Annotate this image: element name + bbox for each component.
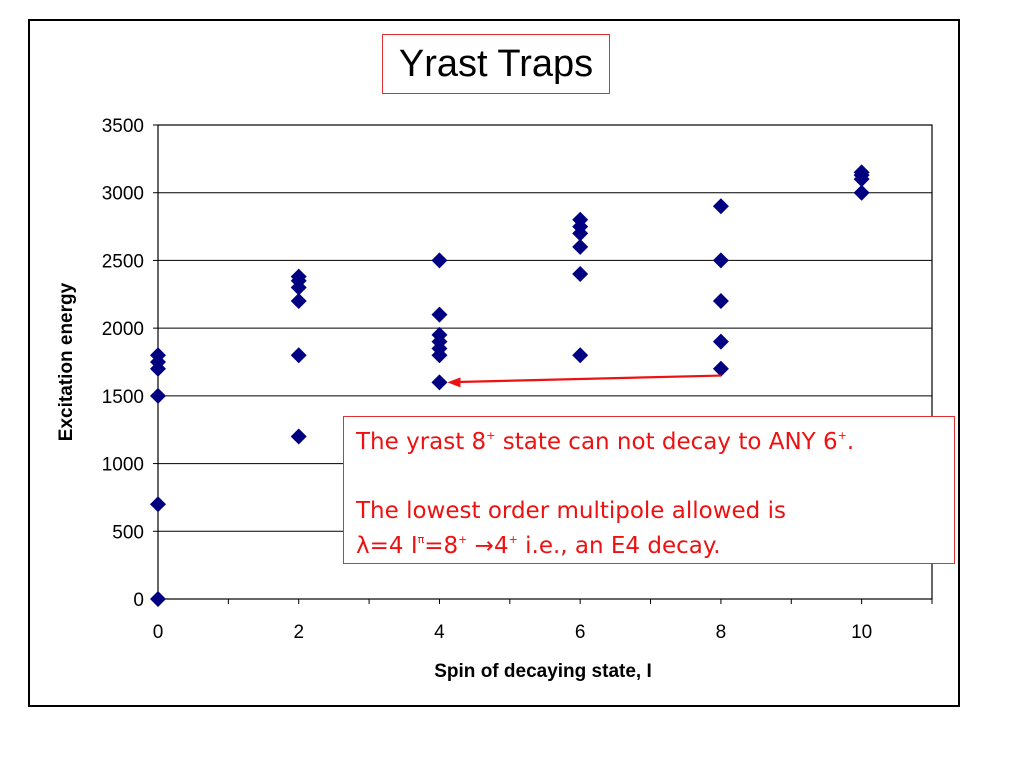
annotation-text: i.e., an E4 decay. — [517, 533, 721, 559]
data-point — [853, 184, 870, 201]
x-tick-label: 2 — [293, 622, 304, 643]
data-point — [431, 306, 448, 323]
annotation-text: λ=4 I — [356, 533, 418, 559]
data-point — [712, 293, 729, 310]
y-tick-label: 3000 — [102, 184, 144, 205]
y-tick-label: 1500 — [102, 387, 144, 408]
annotation-callout: The yrast 8+ state can not decay to ANY … — [343, 416, 955, 564]
data-point — [431, 326, 448, 343]
annotation-superscript: + — [486, 429, 496, 442]
data-point — [712, 252, 729, 269]
annotation-superscript: + — [837, 429, 847, 442]
data-point — [150, 347, 166, 364]
data-point — [150, 591, 166, 607]
data-point — [572, 238, 589, 255]
decay-arrow-head — [447, 377, 461, 388]
data-point — [853, 164, 870, 181]
annotation-text: →4 — [467, 533, 509, 559]
annotation-line-1: The yrast 8+ state can not decay to ANY … — [356, 425, 942, 460]
data-point — [431, 374, 448, 391]
annotation-superscript: + — [508, 533, 518, 546]
annotation-line-2: The lowest order multipole allowed is — [356, 498, 786, 524]
chart-frame — [28, 19, 960, 707]
data-point — [712, 198, 729, 215]
y-tick-label: 3500 — [102, 116, 144, 137]
y-axis-label: Excitation energy — [56, 282, 77, 441]
y-tick-label: 2000 — [102, 319, 144, 340]
data-point — [572, 347, 589, 364]
y-tick-label: 500 — [112, 522, 144, 543]
data-point — [572, 265, 589, 282]
chart-title-box: Yrast Traps — [382, 34, 610, 94]
annotation-superscript: + — [458, 533, 468, 546]
data-point — [431, 252, 448, 269]
annotation-text: The yrast 8 — [356, 429, 487, 455]
x-tick-label: 4 — [434, 622, 445, 643]
decay-arrow-line — [457, 374, 721, 384]
annotation-text: . — [846, 429, 855, 455]
y-tick-label: 0 — [133, 590, 144, 611]
data-point — [572, 211, 589, 228]
data-point — [290, 347, 307, 364]
annotation-text: state can not decay to ANY 6 — [495, 429, 838, 455]
data-point — [290, 293, 307, 310]
x-axis-label: Spin of decaying state, I — [434, 661, 652, 682]
data-point — [150, 496, 166, 513]
annotation-line-3: λ=4 Iπ=8+ →4+ i.e., an E4 decay. — [356, 529, 942, 564]
y-tick-label: 2500 — [102, 251, 144, 272]
data-point — [712, 360, 729, 377]
annotation-superscript: π — [417, 533, 425, 546]
y-tick-label: 1000 — [102, 455, 144, 476]
x-tick-label: 8 — [716, 622, 727, 643]
annotation-text: =8 — [424, 533, 459, 559]
x-tick-label: 0 — [153, 622, 164, 643]
x-tick-label: 10 — [851, 622, 872, 643]
x-tick-label: 6 — [575, 622, 586, 643]
chart-title: Yrast Traps — [398, 42, 594, 85]
data-point — [150, 387, 166, 404]
data-point — [712, 333, 729, 350]
data-point — [290, 428, 307, 445]
data-point — [290, 268, 307, 285]
